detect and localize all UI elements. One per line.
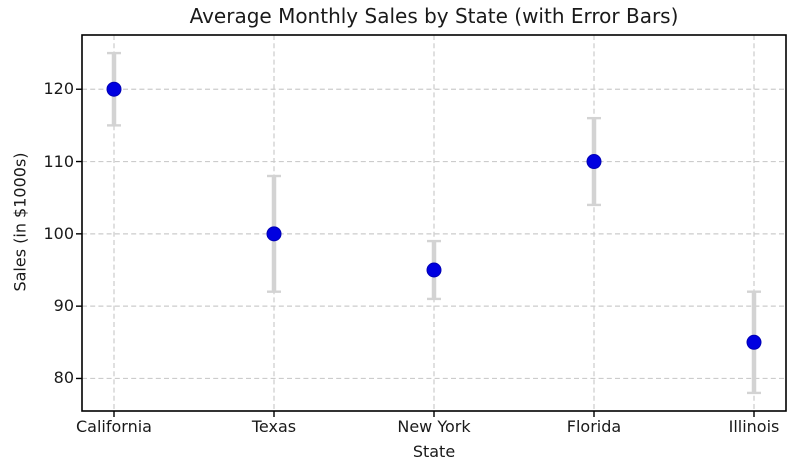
- x-tick-label: Illinois: [728, 417, 780, 436]
- x-tick-label: California: [76, 417, 152, 436]
- y-tick-label: 90: [53, 296, 74, 316]
- y-tick-label: 100: [43, 223, 74, 243]
- x-tick-label: Texas: [251, 417, 297, 436]
- y-tick-label: 110: [43, 151, 74, 171]
- data-point: [106, 81, 122, 97]
- data-point: [586, 154, 602, 170]
- x-tick-label: New York: [397, 417, 471, 436]
- data-point: [746, 334, 762, 350]
- y-tick-label: 120: [43, 79, 74, 99]
- plot-border: [81, 34, 787, 412]
- data-point: [426, 262, 442, 278]
- x-tick-label: Florida: [566, 417, 622, 436]
- chart-title: Average Monthly Sales by State (with Err…: [189, 4, 679, 28]
- y-tick-label: 80: [53, 368, 74, 388]
- x-axis-label: State: [412, 442, 456, 461]
- data-point: [266, 226, 282, 242]
